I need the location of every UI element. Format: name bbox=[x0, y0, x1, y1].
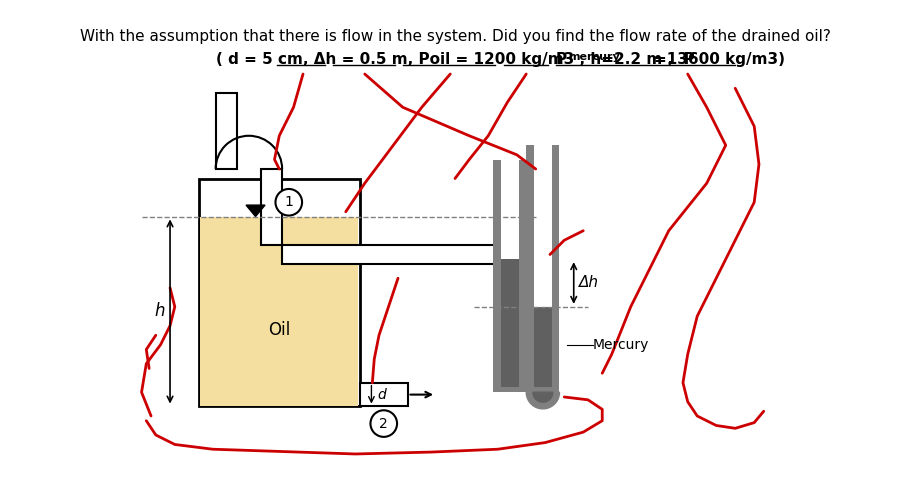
Bar bbox=[501, 160, 519, 383]
Text: Oil: Oil bbox=[268, 321, 290, 340]
Text: h: h bbox=[155, 302, 166, 320]
Bar bbox=[534, 145, 551, 383]
Polygon shape bbox=[533, 392, 553, 402]
Bar bbox=[493, 160, 526, 392]
Bar bbox=[360, 383, 408, 407]
Polygon shape bbox=[246, 205, 265, 217]
Text: Mercury: Mercury bbox=[592, 338, 649, 352]
Bar bbox=[501, 259, 519, 388]
Text: 2: 2 bbox=[379, 416, 389, 431]
Bar bbox=[534, 307, 551, 388]
Bar bbox=[526, 145, 560, 392]
Text: With the assumption that there is flow in the system. Did you find the flow rate: With the assumption that there is flow i… bbox=[79, 29, 831, 45]
Bar bbox=[200, 217, 359, 407]
Bar bbox=[198, 178, 360, 407]
Text: P: P bbox=[556, 52, 567, 67]
Bar bbox=[216, 93, 237, 169]
Bar bbox=[282, 245, 526, 264]
Bar bbox=[261, 169, 282, 245]
Text: d: d bbox=[377, 388, 386, 402]
Circle shape bbox=[370, 410, 397, 437]
Circle shape bbox=[276, 189, 302, 216]
Text: mercury: mercury bbox=[568, 52, 620, 62]
Text: Δh: Δh bbox=[579, 275, 599, 291]
Text: =13600 kg/m3): =13600 kg/m3) bbox=[654, 52, 785, 67]
Text: ( d = 5 cm, Δh = 0.5 m, Poil = 1200 kg/m3 , h=2.2 m ,  P: ( d = 5 cm, Δh = 0.5 m, Poil = 1200 kg/m… bbox=[216, 52, 694, 67]
Polygon shape bbox=[526, 392, 560, 409]
Text: 1: 1 bbox=[284, 195, 293, 209]
